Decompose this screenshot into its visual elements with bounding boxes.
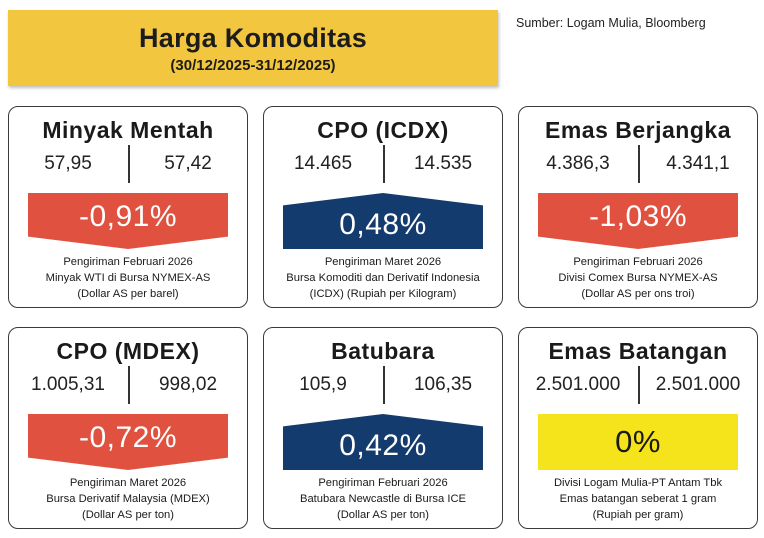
current-price: 4.341,1	[666, 153, 730, 174]
previous-price: 4.386,3	[546, 153, 610, 174]
previous-price: 14.465	[293, 153, 353, 174]
info-line: Pengiriman Februari 2026	[318, 477, 448, 489]
title-banner: Harga Komoditas (30/12/2025-31/12/2025)	[8, 10, 498, 86]
info-line: Divisi Comex Bursa NYMEX-AS	[558, 272, 718, 284]
info-line: Pengiriman Maret 2026	[324, 256, 442, 268]
info-line: Pengiriman Februari 2026	[573, 256, 703, 268]
commodity-name: Minyak Mentah	[42, 117, 214, 143]
date-range: (30/12/2025-31/12/2025)	[170, 57, 336, 74]
info-line: Bursa Derivatif Malaysia (MDEX)	[46, 493, 210, 505]
change-badge: -0,72%	[28, 414, 228, 470]
current-price: 2.501.000	[655, 374, 741, 395]
commodity-name: CPO (MDEX)	[56, 338, 200, 364]
commodity-name: Batubara	[331, 338, 435, 364]
previous-price: 105,9	[299, 374, 347, 395]
info-line: Pengiriman Maret 2026	[69, 477, 187, 489]
divider	[128, 145, 130, 183]
info-line: (Dollar AS per ton)	[336, 509, 430, 521]
info-line: Minyak WTI di Bursa NYMEX-AS	[45, 272, 211, 284]
info-line: Pengiriman Februari 2026	[63, 256, 193, 268]
info-line: (Dollar AS per barel)	[77, 288, 179, 300]
previous-price: 1.005,31	[31, 374, 105, 395]
page-title: Harga Komoditas	[138, 23, 368, 53]
commodity-card-cpo-icdx: CPO (ICDX) 14.465 14.535 0,48% Pengirima…	[263, 106, 503, 308]
info-line: Divisi Logam Mulia-PT Antam Tbk	[553, 477, 723, 489]
info-line: Emas batangan seberat 1 gram	[559, 493, 717, 505]
change-badge: -0,91%	[28, 193, 228, 249]
info-line: Batubara Newcastle di Bursa ICE	[299, 493, 467, 505]
info-line: (ICDX) (Rupiah per Kilogram)	[309, 288, 457, 300]
source-note: Sumber: Logam Mulia, Bloomberg	[516, 16, 706, 30]
previous-price: 2.501.000	[535, 374, 621, 395]
previous-price: 57,95	[44, 153, 92, 174]
change-badge: -1,03%	[538, 193, 738, 249]
commodity-card-batubara: Batubara 105,9 106,35 0,42% Pengiriman F…	[263, 327, 503, 529]
commodity-card-emas-berjangka: Emas Berjangka 4.386,3 4.341,1 -1,03% Pe…	[518, 106, 758, 308]
commodity-name: Emas Berjangka	[545, 117, 731, 143]
commodity-name: CPO (ICDX)	[317, 117, 449, 143]
contract-info: Pengiriman Februari 2026 Minyak WTI di B…	[13, 254, 243, 302]
commodity-card-minyak-mentah: Minyak Mentah 57,95 57,42 -0,91% Pengiri…	[8, 106, 248, 308]
divider	[383, 145, 385, 183]
contract-info: Divisi Logam Mulia-PT Antam Tbk Emas bat…	[523, 475, 753, 523]
current-price: 57,42	[164, 153, 212, 174]
current-price: 998,02	[158, 374, 218, 395]
divider	[638, 145, 640, 183]
info-line: (Dollar AS per ton)	[81, 509, 175, 521]
commodity-card-emas-batangan: Emas Batangan 2.501.000 2.501.000 0% Div…	[518, 327, 758, 529]
contract-info: Pengiriman Maret 2026 Bursa Komoditi dan…	[268, 254, 498, 302]
divider	[383, 366, 385, 404]
contract-info: Pengiriman Maret 2026 Bursa Derivatif Ma…	[13, 475, 243, 523]
change-badge: 0,42%	[283, 414, 483, 470]
contract-info: Pengiriman Februari 2026 Divisi Comex Bu…	[523, 254, 753, 302]
current-price: 106,35	[413, 374, 473, 395]
divider	[128, 366, 130, 404]
divider	[638, 366, 640, 404]
info-line: (Rupiah per gram)	[592, 509, 684, 521]
contract-info: Pengiriman Februari 2026 Batubara Newcas…	[268, 475, 498, 523]
change-badge: 0,48%	[283, 193, 483, 249]
info-line: (Dollar AS per ons troi)	[581, 288, 695, 300]
change-badge: 0%	[538, 414, 738, 470]
current-price: 14.535	[413, 153, 473, 174]
info-line: Bursa Komoditi dan Derivatif Indonesia	[286, 272, 480, 284]
commodity-card-cpo-mdex: CPO (MDEX) 1.005,31 998,02 -0,72% Pengir…	[8, 327, 248, 529]
commodity-name: Emas Batangan	[548, 338, 728, 364]
